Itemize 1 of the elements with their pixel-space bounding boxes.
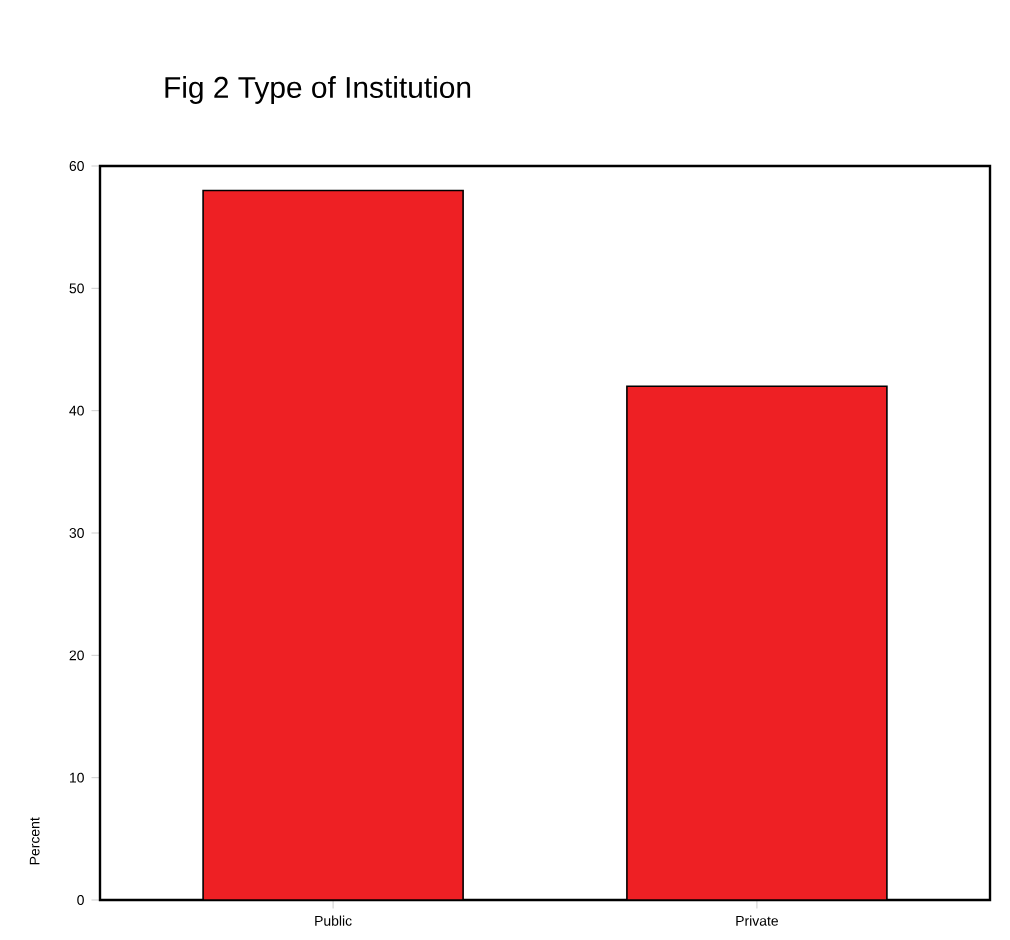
chart-title: Fig 2 Type of Institution	[165, 76, 471, 104]
